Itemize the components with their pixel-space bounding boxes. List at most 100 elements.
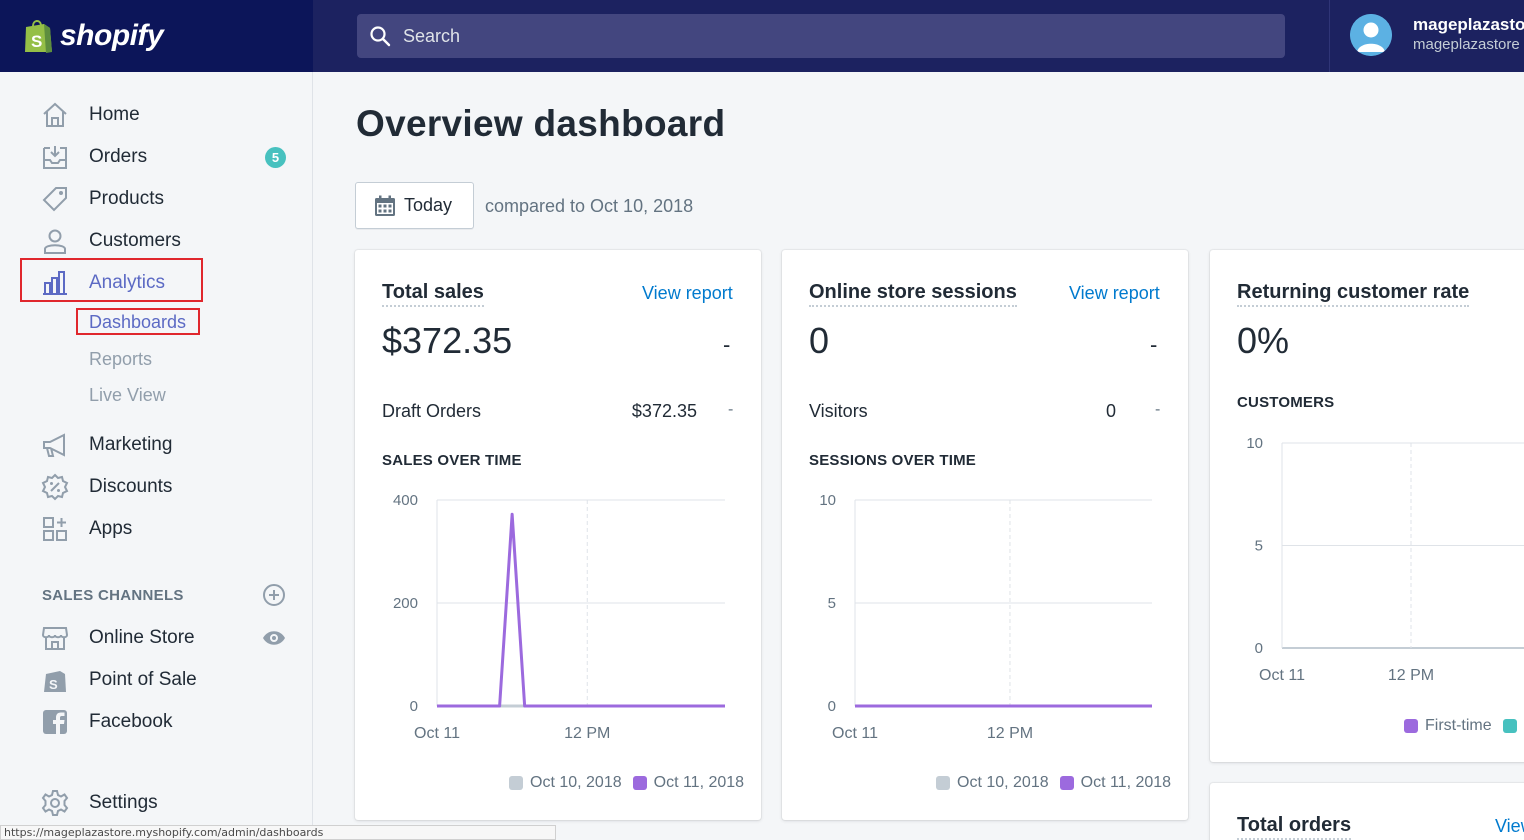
comparison-text: compared to Oct 10, 2018 (485, 196, 694, 216)
shopify-bag-icon: S (25, 20, 52, 53)
chart-title: CUSTOMERS (1237, 394, 1335, 411)
calendar-icon (375, 195, 395, 216)
breakdown-change: - (728, 401, 734, 418)
date-range-button[interactable]: Today (355, 182, 474, 229)
breakdown-label: Visitors (809, 401, 868, 421)
search-bar[interactable] (357, 14, 1285, 58)
legend-swatch (509, 776, 523, 790)
sidebar-item-label: Marketing (89, 434, 173, 455)
breakdown-value: $372.35 (631, 401, 697, 421)
sidebar-subitem-live-view[interactable]: Live View (89, 385, 166, 405)
sidebar-item-online-store[interactable]: Online Store (40, 622, 290, 654)
orders-icon (40, 142, 70, 172)
sidebar-item-analytics[interactable]: Analytics (40, 267, 290, 299)
sidebar-item-customers[interactable]: Customers (40, 225, 290, 257)
add-sales-channel-icon[interactable] (262, 583, 286, 607)
sidebar-item-label: Facebook (89, 711, 173, 732)
sessions-chart: 0 5 10 Oct 11 12 PM (819, 492, 1152, 742)
card-title[interactable]: Returning customer rate (1237, 281, 1470, 307)
view-report-link[interactable]: View report (1069, 283, 1160, 303)
sidebar: Home Orders 5 Products Customers Analyti… (0, 72, 313, 840)
sidebar-item-label: Online Store (89, 627, 195, 648)
view-report-link[interactable]: View report (1495, 816, 1524, 836)
date-range-label: Today (404, 195, 453, 215)
sidebar-item-marketing[interactable]: Marketing (40, 429, 290, 461)
returning-customer-rate-card: Returning customer rate 0% CUSTOMERS 0 5 1… (1210, 250, 1524, 762)
card-title[interactable]: Total orders (1237, 814, 1352, 840)
analytics-highlight-box (20, 258, 203, 302)
customers-chart: 0 5 10 Oct 11 12 PM (1246, 435, 1524, 684)
chart-title: SALES OVER TIME (382, 452, 522, 469)
y-tick-label: 5 (1255, 538, 1263, 555)
x-tick-label: Oct 11 (1259, 667, 1305, 684)
view-report-link[interactable]: View report (642, 283, 733, 303)
legend-swatch (632, 776, 647, 790)
legend-swatch (1502, 719, 1517, 733)
top-bar-divider (1329, 0, 1330, 72)
y-tick-label: 0 (410, 698, 418, 715)
y-tick-label: 200 (393, 595, 418, 612)
sidebar-subitem-dashboards[interactable]: Dashboards (89, 312, 187, 332)
chart-legend: Oct 10, 2018 Oct 11, 2018 (509, 774, 755, 792)
top-bar: S shopify mageplazastore mageplazastore (0, 0, 1524, 72)
x-tick-label: 12 PM (1388, 667, 1434, 684)
chart-legend: First-time (1404, 717, 1524, 735)
apps-icon (40, 514, 70, 544)
sidebar-item-home[interactable]: Home (40, 99, 290, 131)
legend-swatch (936, 776, 950, 790)
total-sales-value: $372.35 (382, 320, 513, 361)
search-input[interactable] (403, 25, 1263, 47)
megaphone-icon (40, 430, 70, 460)
sidebar-item-label: Point of Sale (89, 669, 197, 690)
sales-channels-heading: SALES CHANNELS (42, 587, 184, 604)
total-sales-card: Total sales View report $372.35 - Draft … (355, 250, 761, 820)
sidebar-item-discounts[interactable]: Discounts (40, 471, 290, 503)
y-tick-label: 10 (819, 492, 836, 509)
orders-count-badge: 5 (265, 147, 286, 168)
bar-chart-icon (40, 268, 70, 298)
sidebar-item-orders[interactable]: Orders 5 (40, 141, 290, 173)
avatar (1350, 14, 1392, 56)
user-store: mageplazastore (1413, 36, 1520, 53)
sidebar-item-apps[interactable]: Apps (40, 513, 290, 545)
sidebar-subitem-reports[interactable]: Reports (89, 349, 153, 369)
returning-rate-value: 0% (1237, 320, 1290, 361)
sidebar-item-label: Settings (89, 792, 158, 813)
sidebar-item-label: Discounts (89, 476, 173, 497)
card-title[interactable]: Online store sessions (809, 281, 1017, 307)
sidebar-item-settings[interactable]: Settings (40, 787, 290, 819)
discount-icon (40, 472, 70, 502)
y-tick-label: 0 (1255, 640, 1263, 657)
legend-swatch (1404, 719, 1418, 733)
store-icon (40, 623, 70, 653)
sidebar-item-products[interactable]: Products (40, 183, 290, 215)
sidebar-item-point-of-sale[interactable]: S Point of Sale (40, 664, 290, 696)
svg-text:S: S (49, 677, 58, 692)
sidebar-item-label: Apps (89, 518, 133, 539)
breakdown-change: - (1155, 401, 1161, 418)
tag-icon (40, 184, 70, 214)
brand-name: shopify (60, 19, 164, 52)
x-tick-label: Oct 11 (832, 725, 878, 742)
legend-item-curr: Oct 11, 2018 (632, 774, 744, 792)
shopify-logo[interactable]: S shopify (0, 0, 313, 72)
online-store-sessions-card: Online store sessions View report 0 - Vi… (782, 250, 1188, 820)
sales-chart: 0 200 400 Oct 11 12 PM (393, 492, 725, 742)
user-menu[interactable]: mageplazastore mageplazastore (1350, 14, 1524, 56)
breakdown-value: 0 (1105, 401, 1116, 421)
dashboards-highlight-box (76, 308, 200, 335)
y-tick-label: 400 (393, 492, 418, 509)
x-tick-label: Oct 11 (414, 725, 460, 742)
eye-icon[interactable] (262, 628, 286, 648)
y-tick-label: 10 (1246, 435, 1263, 452)
x-tick-label: 12 PM (987, 725, 1033, 742)
breakdown-label: Draft Orders (382, 401, 482, 421)
y-tick-label: 5 (828, 595, 836, 612)
chart-title: SESSIONS OVER TIME (809, 452, 976, 469)
svg-text:S: S (31, 32, 42, 51)
card-title[interactable]: Total sales (382, 281, 484, 307)
pos-icon: S (40, 665, 70, 695)
legend-label: Oct 10, 2018 (530, 774, 622, 791)
legend-label: First-time (1425, 717, 1492, 734)
sidebar-item-facebook[interactable]: Facebook (40, 706, 290, 738)
